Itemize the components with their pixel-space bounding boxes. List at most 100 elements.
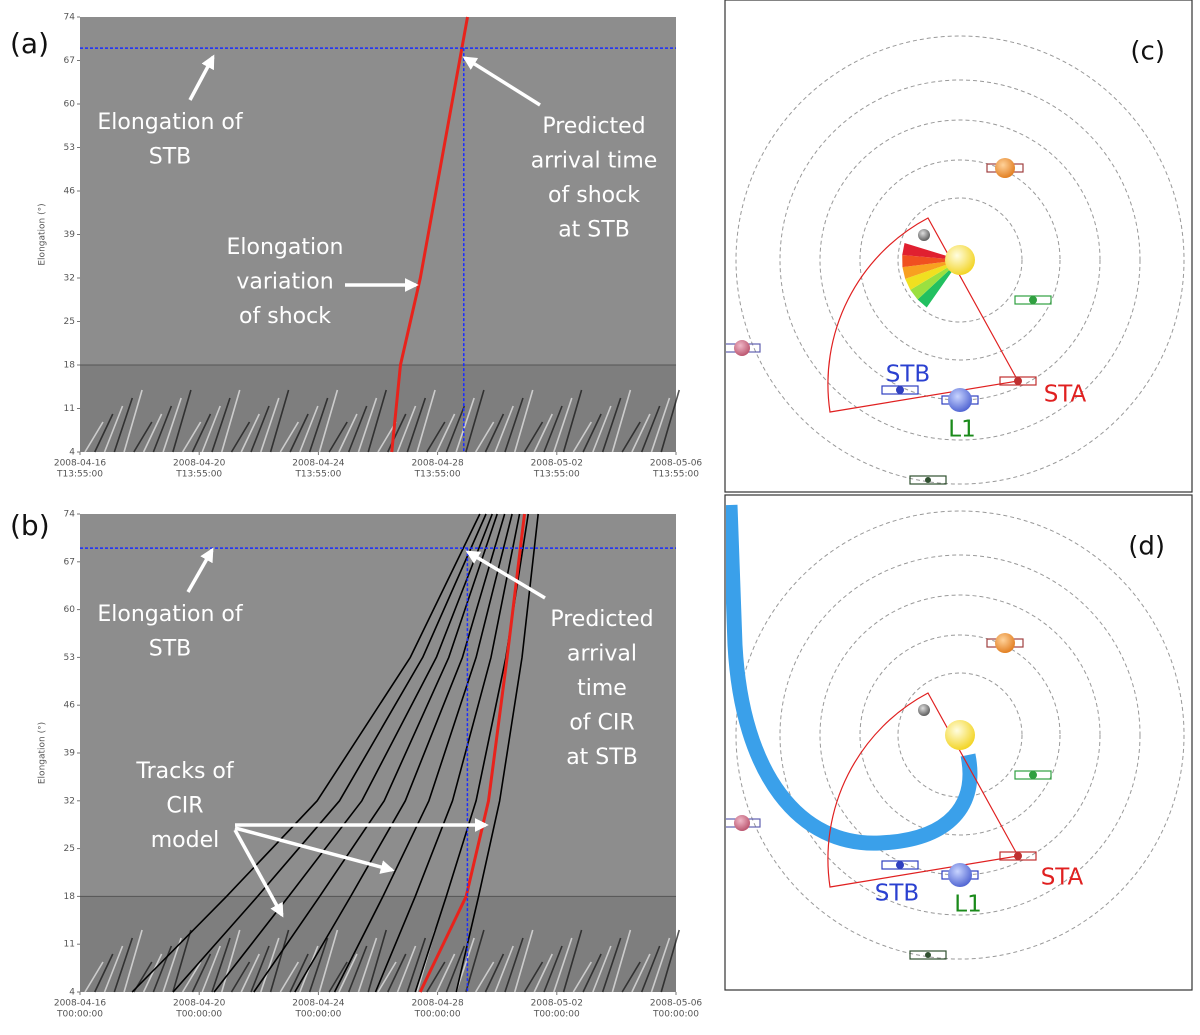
streak — [240, 953, 260, 993]
x-tick-label: T00:00:00 — [56, 1010, 103, 1020]
annotation: at STB — [558, 218, 630, 243]
y-tick-label: 67 — [64, 557, 75, 567]
orbit — [779, 554, 1141, 916]
y-tick-label: 39 — [64, 749, 76, 759]
noise-band — [80, 896, 676, 992]
panel-label: (c) — [1130, 37, 1165, 67]
streak — [543, 405, 563, 453]
streak — [650, 937, 671, 993]
x-tick-label: 2008-04-16 — [54, 459, 107, 469]
body — [1014, 377, 1022, 385]
y-axis-label: Elongation (°) — [38, 722, 48, 784]
x-tick-label: T13:55:00 — [56, 470, 103, 480]
track-line — [418, 513, 527, 993]
streak — [162, 937, 182, 993]
streak — [494, 405, 514, 453]
sun — [945, 245, 975, 275]
streak — [172, 389, 192, 453]
streak — [465, 389, 485, 453]
annotation: of CIR — [569, 711, 634, 736]
streak — [328, 961, 348, 993]
streak — [582, 413, 602, 453]
track-line — [294, 513, 506, 993]
annotation-arrow — [188, 54, 215, 101]
annotation: time — [577, 676, 627, 701]
streak — [250, 405, 270, 453]
wedge — [902, 254, 960, 268]
annotation: variation — [236, 270, 333, 295]
y-tick-label: 74 — [64, 13, 76, 23]
streak — [338, 413, 358, 453]
streak — [396, 405, 417, 453]
streak — [269, 389, 290, 453]
x-tick-label: T13:55:00 — [175, 470, 222, 480]
streak — [318, 929, 339, 993]
streak — [123, 929, 143, 993]
wedge — [902, 260, 960, 279]
mercury — [918, 229, 930, 241]
y-tick-label: 53 — [64, 143, 75, 153]
annotation: CIR — [166, 794, 203, 819]
streak — [513, 929, 534, 993]
streak — [611, 389, 632, 453]
streak — [543, 945, 563, 993]
annotation-arrow — [233, 829, 284, 918]
body — [925, 952, 931, 958]
streak — [396, 945, 417, 993]
streak — [289, 953, 309, 993]
streak — [504, 937, 524, 993]
x-tick-label: T00:00:00 — [294, 1010, 341, 1020]
annotation: Elongation of — [97, 602, 243, 627]
body — [896, 386, 904, 394]
streak — [513, 389, 534, 453]
x-tick-label: 2008-04-20 — [173, 999, 226, 1009]
streak — [308, 937, 329, 993]
streak — [631, 413, 651, 453]
y-tick-label: 4 — [69, 988, 75, 998]
y-tick-label: 11 — [64, 940, 75, 950]
streak — [435, 413, 456, 453]
streak — [377, 961, 397, 993]
streak — [308, 397, 329, 453]
y-tick-label: 25 — [64, 317, 75, 327]
streak — [113, 397, 134, 453]
streak — [269, 929, 290, 993]
streak — [504, 397, 524, 453]
streak — [347, 405, 368, 453]
streak — [523, 961, 544, 993]
y-tick-label: 46 — [64, 701, 76, 711]
streak — [523, 421, 544, 453]
streak — [640, 945, 661, 993]
y-tick-label: 74 — [64, 510, 76, 520]
y-tick-label: 18 — [64, 892, 76, 902]
x-tick-label: 2008-05-06 — [650, 459, 703, 469]
body — [734, 340, 750, 356]
streak — [562, 389, 583, 453]
x-tick-label: 2008-04-28 — [411, 459, 464, 469]
streak — [621, 961, 641, 993]
y-tick-label: 32 — [64, 274, 75, 284]
sta-fov — [827, 692, 1019, 888]
streak — [367, 389, 388, 453]
y-tick-label: 32 — [64, 796, 75, 806]
streak — [201, 945, 221, 993]
y-tick-label: 46 — [64, 187, 76, 197]
annotation-arrow — [234, 826, 395, 874]
x-tick-label: T13:55:00 — [294, 470, 341, 480]
streak — [426, 961, 446, 993]
y-tick-label: 18 — [64, 361, 76, 371]
y-tick-label: 60 — [64, 100, 76, 110]
streak — [220, 389, 241, 453]
streak — [435, 953, 456, 993]
panel-label: (a) — [10, 27, 49, 60]
streak — [133, 421, 153, 453]
body — [1029, 296, 1037, 304]
x-tick-label: T00:00:00 — [533, 1010, 580, 1020]
streak — [631, 953, 651, 993]
streak — [347, 945, 368, 993]
wedge — [905, 260, 960, 290]
panel-label: (b) — [10, 509, 50, 542]
streak — [113, 937, 134, 993]
body — [995, 633, 1015, 653]
streak — [494, 945, 514, 993]
